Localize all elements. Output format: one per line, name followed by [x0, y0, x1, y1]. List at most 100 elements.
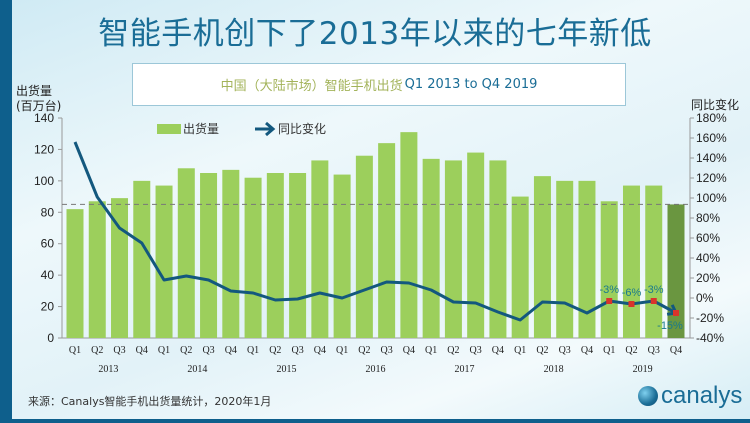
canalys-logo: canalys: [638, 382, 742, 410]
right-tick-label: 160%: [696, 131, 727, 145]
data-marker: [650, 298, 657, 304]
bar-2015-Q4: [311, 160, 329, 338]
bar-2017-Q4: [489, 160, 507, 338]
quarter-tick-label: Q1: [425, 345, 437, 356]
left-tick-label: 0: [47, 331, 54, 345]
quarter-tick-label: Q3: [113, 345, 125, 356]
quarter-tick-label: Q3: [202, 345, 214, 356]
right-tick-label: 40%: [696, 251, 720, 265]
quarter-tick-label: Q1: [336, 345, 348, 356]
right-axis-label: 同比变化: [691, 98, 740, 112]
bar-2016-Q3: [378, 143, 396, 338]
left-tick-label: 40: [41, 268, 55, 282]
data-marker: [673, 310, 679, 316]
bar-2018-Q2: [533, 176, 551, 338]
quarter-tick-label: Q4: [403, 345, 415, 356]
left-tick-label: 120: [34, 142, 54, 156]
quarter-tick-label: Q4: [670, 345, 682, 356]
left-tick-label: 80: [41, 205, 55, 219]
year-tick-label: 2013: [98, 364, 118, 375]
right-tick-label: 120%: [696, 171, 727, 185]
quarter-tick-label: Q3: [470, 345, 482, 356]
data-marker: [628, 301, 635, 307]
bar-2016-Q2: [355, 155, 373, 338]
bar-2016-Q4: [400, 132, 418, 338]
legend-label-yoy: 同比变化: [278, 121, 326, 136]
logo-text: canalys: [661, 382, 743, 409]
bar-2017-Q1: [422, 158, 440, 338]
right-tick-label: 100%: [696, 191, 727, 205]
globe-icon: [638, 386, 658, 406]
bar-2014-Q4: [222, 169, 240, 338]
data-label: -3%: [599, 284, 619, 296]
bar-2015-Q2: [266, 173, 284, 338]
left-axis-label-line1: 出货量: [16, 84, 53, 98]
bar-2019-Q1: [600, 201, 618, 338]
quarter-tick-label: Q1: [247, 345, 259, 356]
left-axis-label-line2: (百万台): [16, 99, 62, 113]
legend-bar-swatch: [157, 124, 181, 134]
bar-2015-Q3: [289, 173, 307, 338]
bar-2013-Q2: [88, 201, 106, 338]
bar-2017-Q2: [444, 160, 462, 338]
bar-2016-Q1: [333, 174, 351, 338]
quarter-tick-label: Q1: [158, 345, 170, 356]
data-label: -6%: [622, 287, 642, 299]
quarter-tick-label: Q1: [69, 345, 81, 356]
quarter-tick-label: Q4: [492, 345, 504, 356]
right-tick-label: 60%: [696, 231, 720, 245]
legend-label-shipments: 出货量: [183, 121, 219, 136]
right-tick-label: 80%: [696, 211, 720, 225]
year-tick-label: 2018: [544, 364, 564, 375]
quarter-tick-label: Q3: [648, 345, 660, 356]
bar-2019-Q3: [645, 185, 663, 338]
right-tick-label: -40%: [696, 331, 724, 345]
bar-2018-Q3: [556, 180, 574, 338]
bar-2019-Q4: [667, 204, 685, 338]
right-tick-label: 180%: [696, 111, 727, 125]
quarter-tick-label: Q4: [581, 345, 593, 356]
right-tick-label: -20%: [696, 311, 724, 325]
quarter-tick-label: Q3: [381, 345, 393, 356]
left-tick-label: 20: [41, 300, 55, 314]
right-tick-label: 20%: [696, 271, 720, 285]
bar-2014-Q3: [200, 173, 218, 338]
chart-subtitle-box: 中国（大陆市场）智能手机出货 Q1 2013 to Q4 2019: [132, 63, 626, 106]
left-axis-label: 出货量 (百万台): [16, 84, 61, 114]
left-tick-label: 60: [41, 237, 55, 251]
quarter-tick-label: Q2: [358, 345, 370, 356]
bar-2014-Q2: [177, 168, 195, 338]
slide-title: 智能手机创下了2013年以来的七年新低: [98, 16, 652, 52]
data-label: -15%: [657, 320, 683, 332]
bar-2015-Q1: [244, 177, 262, 338]
quarter-tick-label: Q1: [603, 345, 615, 356]
quarter-tick-label: Q3: [559, 345, 571, 356]
bar-2018-Q4: [578, 180, 596, 338]
right-tick-label: 0%: [696, 291, 714, 305]
bar-2013-Q1: [66, 209, 84, 338]
year-tick-label: 2015: [276, 364, 296, 375]
bar-2018-Q1: [511, 196, 529, 338]
year-tick-label: 2017: [455, 364, 475, 375]
quarter-tick-label: Q1: [514, 345, 526, 356]
bar-2014-Q1: [155, 185, 173, 338]
year-tick-label: 2019: [633, 364, 653, 375]
bar-2019-Q2: [622, 185, 640, 338]
bar-2013-Q3: [111, 198, 129, 338]
quarter-tick-label: Q2: [91, 345, 103, 356]
bar-2017-Q3: [467, 152, 485, 338]
yoy-change-line: [73, 141, 677, 322]
data-marker: [606, 298, 613, 304]
subtitle-cn: 中国（大陆市场）智能手机出货: [220, 79, 403, 94]
left-tick-label: 100: [34, 174, 54, 188]
quarter-tick-label: Q4: [136, 345, 148, 356]
year-tick-label: 2016: [366, 364, 386, 375]
quarter-tick-label: Q2: [625, 345, 637, 356]
quarter-tick-label: Q4: [225, 345, 237, 356]
quarter-tick-label: Q2: [447, 345, 459, 356]
left-stripe: [0, 0, 12, 423]
quarter-tick-label: Q4: [314, 345, 326, 356]
bar-2013-Q4: [133, 180, 151, 338]
